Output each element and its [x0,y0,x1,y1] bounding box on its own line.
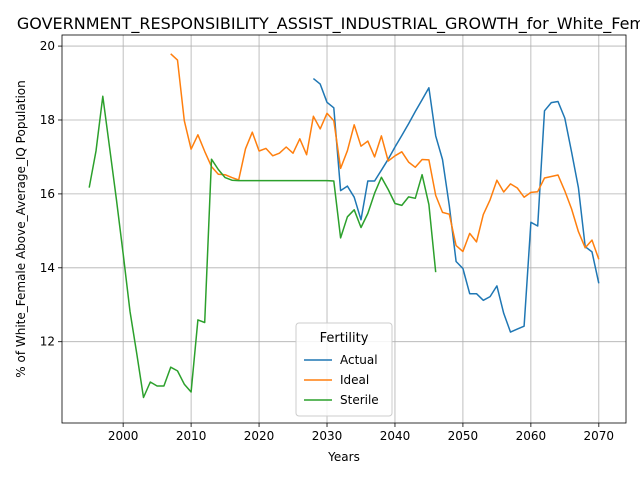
y-tick-label: 18 [40,113,55,127]
legend-label-actual: Actual [340,353,378,367]
y-axis-ticks: 12 14 16 18 20 [40,39,62,349]
legend-entries: Actual Ideal Sterile [304,353,379,407]
x-tick-label: 2040 [380,429,411,443]
legend-box [295,322,393,417]
x-tick-label: 2000 [108,429,139,443]
legend-title: Fertility [320,331,369,346]
x-tick-label: 2070 [584,429,615,443]
series-line-actual [312,78,600,333]
y-tick-label: 16 [40,187,55,201]
series-line-ideal [170,53,600,260]
legend: Fertility Actual Ideal Sterile [295,322,393,417]
x-tick-label: 2020 [244,429,275,443]
chart-title: GOVERNMENT_RESPONSIBILITY_ASSIST_INDUSTR… [17,14,640,34]
series-lines [88,53,600,399]
y-tick-label: 20 [40,39,55,53]
y-axis-label: % of White_Female Above_Average_IQ Popul… [14,80,28,377]
plot-frame [61,34,627,424]
legend-label-sterile: Sterile [340,393,379,407]
y-tick-label: 14 [40,261,55,275]
x-axis-ticks: 2000 2010 2020 2030 2040 2050 2060 2070 [108,423,614,443]
x-tick-label: 2030 [312,429,343,443]
x-axis-label: Years [327,450,360,464]
y-tick-label: 12 [40,335,55,349]
series-line-sterile [88,95,437,399]
legend-label-ideal: Ideal [340,373,369,387]
x-tick-label: 2060 [516,429,547,443]
x-tick-label: 2050 [448,429,479,443]
x-tick-label: 2010 [176,429,207,443]
